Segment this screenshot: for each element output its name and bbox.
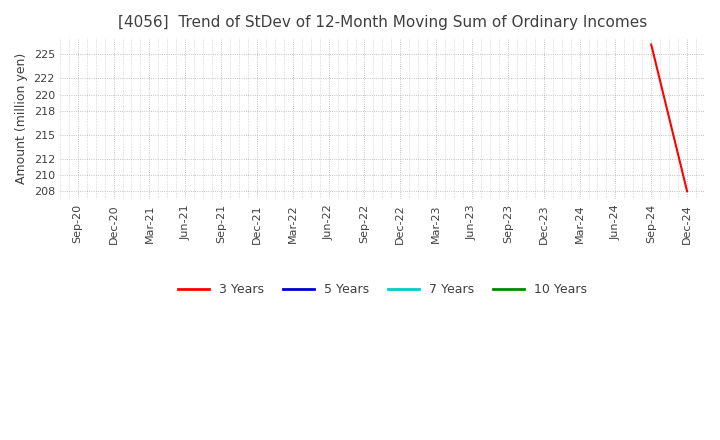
Legend: 3 Years, 5 Years, 7 Years, 10 Years: 3 Years, 5 Years, 7 Years, 10 Years [173,278,592,301]
Title: [4056]  Trend of StDev of 12-Month Moving Sum of Ordinary Incomes: [4056] Trend of StDev of 12-Month Moving… [118,15,647,30]
Y-axis label: Amount (million yen): Amount (million yen) [15,53,28,184]
